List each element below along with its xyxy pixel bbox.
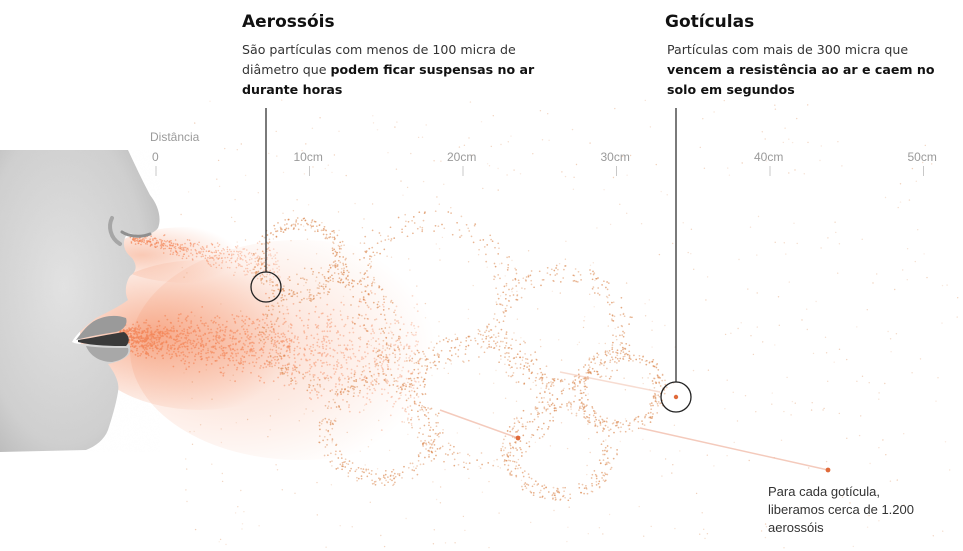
face-profile (0, 150, 160, 452)
droplets-description-start: Partículas com mais de 300 micra que (667, 42, 909, 57)
nose-wing-shadow (108, 216, 122, 246)
distance-tick-label: 30cm (600, 150, 630, 164)
droplet-trail-right (639, 427, 829, 471)
falling-droplet-lower (515, 435, 521, 441)
mouth-opening (78, 332, 129, 346)
lower-lip (86, 346, 129, 362)
falling-droplet-right (825, 467, 831, 473)
aerosols-description: São partículas com menos de 100 micra de… (242, 40, 542, 100)
aerosol-marker-circle (250, 271, 282, 303)
droplets-title: Gotículas (665, 12, 755, 32)
droplets-description-bold: vencem a resistência ao ar e caem no sol… (667, 62, 935, 97)
distance-axis (155, 166, 924, 176)
distance-tick-label: 50cm (907, 150, 937, 164)
aerosols-description-bold: podem ficar suspensas no ar durante hora… (242, 62, 535, 97)
distance-tick-label: 20cm (447, 150, 477, 164)
droplet-particles (180, 99, 959, 549)
droplet-trail-upper (559, 371, 661, 393)
aerosols-description-start: São partículas com menos de 100 micra de… (242, 42, 516, 77)
droplet-marker-dot (673, 394, 679, 400)
distance-tick-label: 0 (152, 150, 159, 164)
aerosols-title: Aerossóis (242, 12, 335, 32)
upper-lip (76, 315, 127, 340)
droplet-trail-lower (439, 409, 519, 439)
distance-tick-label: 10cm (293, 150, 323, 164)
distance-tick-label: 40cm (754, 150, 784, 164)
droplet-aerosol-ratio-note: Para cada gotícula, liberamos cerca de 1… (768, 484, 914, 535)
droplet-marker-circle (660, 381, 692, 413)
distance-axis-title: Distância (150, 130, 200, 144)
droplets-description: Partículas com mais de 300 micra que ven… (667, 40, 957, 100)
nostril-shadow (120, 230, 152, 238)
